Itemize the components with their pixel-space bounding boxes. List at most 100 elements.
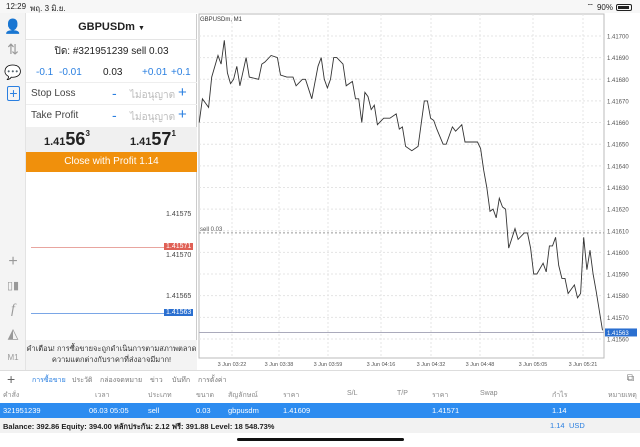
tab-mailbox[interactable]: กล่องจดหมาย xyxy=(100,377,143,384)
objects-icon[interactable]: ◭ xyxy=(7,325,19,341)
add-icon[interactable]: + xyxy=(7,371,16,387)
status-time: 12:29 xyxy=(6,2,27,11)
y-tick-label: 1.41560 xyxy=(607,337,629,343)
stop-loss-input[interactable]: ไม่อนุญาต xyxy=(130,90,176,101)
stop-loss-label: Stop Loss xyxy=(31,88,76,99)
x-tick-label: 3 Jun 03:38 xyxy=(265,362,294,368)
price-line xyxy=(198,40,603,331)
mini-tick: 1.41575 xyxy=(166,211,192,218)
layout-toggle-icon[interactable]: ⧉ xyxy=(626,373,634,384)
battery-level: 90% xyxy=(596,2,613,12)
y-tick-label: 1.41680 xyxy=(607,78,629,84)
tab-settings[interactable]: การตั้งค่า xyxy=(198,377,227,384)
current-price-label: 1.41563 xyxy=(607,331,629,337)
y-tick-label: 1.41630 xyxy=(607,186,629,192)
column-header[interactable]: สัญลักษณ์ xyxy=(228,392,258,399)
column-header[interactable]: คำสั่ง xyxy=(3,392,20,399)
take-profit-minus[interactable]: - xyxy=(112,107,117,123)
column-header[interactable]: เวลา xyxy=(95,392,110,399)
y-tick-label: 1.41650 xyxy=(607,143,629,149)
y-tick-label: 1.41670 xyxy=(607,99,629,105)
ask-line xyxy=(31,247,165,248)
x-tick-label: 3 Jun 04:48 xyxy=(466,362,495,368)
table-cell: 06.03 05:05 xyxy=(89,406,129,415)
new-order-icon[interactable]: + xyxy=(7,86,20,101)
battery-icon xyxy=(616,3,632,11)
sidebar: 👤 ⇅ 💬 + + ▯▮ f ◭ M1 xyxy=(0,13,26,370)
x-tick-label: 3 Jun 05:05 xyxy=(519,362,548,368)
table-cell: gbpusdm xyxy=(228,406,259,415)
balance-bar: Balance: 392.86 Equity: 394.00 หลักประกั… xyxy=(0,418,640,433)
y-tick-label: 1.41570 xyxy=(607,316,629,322)
table-cell: 0.03 xyxy=(196,406,211,415)
stop-loss-plus[interactable]: + xyxy=(178,84,187,101)
terminal-tabs: + การซื้อขาย ประวัติ กล่องจดหมาย ข่าว บั… xyxy=(0,370,640,387)
table-cell: 321951239 xyxy=(3,406,41,415)
plot-area xyxy=(198,13,605,359)
column-header[interactable]: Swap xyxy=(480,390,498,397)
column-header[interactable]: หมายเหตุ xyxy=(608,392,637,399)
account-icon[interactable]: 👤 xyxy=(4,18,22,34)
column-header[interactable]: ราคา xyxy=(432,392,449,399)
y-tick-label: 1.41620 xyxy=(607,208,629,214)
order-line-label: sell 0.03 xyxy=(200,227,223,233)
take-profit-row: Take Profit - ไม่อนุญาต + xyxy=(26,104,197,126)
column-header[interactable]: S/L xyxy=(347,390,358,397)
tab-journal[interactable]: บันทึก xyxy=(172,377,191,384)
price-chart[interactable]: 1.41700 1.41690 1.41680 1.41670 1.41660 1.416… xyxy=(197,12,640,372)
lot-minus-0.1[interactable]: -0.1 xyxy=(36,67,54,78)
tab-news[interactable]: ข่าว xyxy=(150,377,163,384)
y-tick-label: 1.41590 xyxy=(607,273,629,279)
column-header[interactable]: ราคา xyxy=(283,392,300,399)
y-tick-label: 1.41580 xyxy=(607,294,629,300)
symbol-selector[interactable]: GBPUSDm ▼ xyxy=(26,14,197,40)
battery-status: ⌔ 90% xyxy=(586,2,632,12)
status-date: พฤ. 3 มิ.ย. xyxy=(30,4,66,13)
indicators-icon[interactable]: ▯▮ xyxy=(6,280,20,292)
take-profit-input[interactable]: ไม่อนุญาต xyxy=(130,112,176,123)
column-header[interactable]: ประเภท xyxy=(148,392,172,399)
y-tick-label: 1.41640 xyxy=(607,164,629,170)
table-cell: 1.41609 xyxy=(283,406,311,415)
column-header[interactable]: กำไร xyxy=(552,392,568,399)
bid-line-label: 1.41563 xyxy=(164,309,194,316)
ask-line-label: 1.41571 xyxy=(164,243,194,250)
table-header: คำสั่ง เวลา ประเภท ขนาด สัญลักษณ์ ราคา S/L T/P ร… xyxy=(0,386,640,402)
x-tick-label: 3 Jun 04:16 xyxy=(367,362,396,368)
y-tick-label: 1.41610 xyxy=(607,229,629,235)
y-tick-label: 1.41690 xyxy=(607,56,629,62)
tab-history[interactable]: ประวัติ xyxy=(72,377,93,384)
lot-minus-0.01[interactable]: -0.01 xyxy=(59,67,82,78)
take-profit-plus[interactable]: + xyxy=(178,106,187,123)
x-tick-label: 3 Jun 03:59 xyxy=(314,362,343,368)
chat-icon[interactable]: 💬 xyxy=(4,64,22,80)
crosshair-icon[interactable]: + xyxy=(8,253,18,270)
table-cell: 1.41571 xyxy=(432,406,460,415)
wifi-icon: ⌔ xyxy=(586,2,594,11)
function-icon[interactable]: f xyxy=(11,302,15,317)
tab-trade[interactable]: การซื้อขาย xyxy=(32,377,66,384)
total-profit: 1.14 xyxy=(550,421,565,430)
column-header[interactable]: ขนาด xyxy=(196,392,215,399)
y-tick-label: 1.41600 xyxy=(607,251,629,257)
chart-title: GBPUSDm, M1 xyxy=(200,17,243,23)
timeframe-button[interactable]: M1 xyxy=(7,353,19,362)
symbol-name: GBPUSDm xyxy=(78,21,135,33)
lot-value[interactable]: 0.03 xyxy=(103,67,123,78)
stop-loss-minus[interactable]: - xyxy=(112,85,117,101)
lot-plus-0.1[interactable]: +0.1 xyxy=(171,67,191,78)
warning-message: คำเตือน! การซื้อขายจะถูกดำเนินการตามสภาพ… xyxy=(26,340,197,370)
mini-tick: 1.41565 xyxy=(166,293,192,300)
close-with-profit-button[interactable]: Close with Profit 1.14 xyxy=(26,152,197,172)
status-bar: 12:29 พฤ. 3 มิ.ย. ⌔ 90% xyxy=(0,0,640,13)
table-row[interactable]: 321951239 06.03 05:05 sell 0.03 gbpusdm 1.416… xyxy=(0,403,640,418)
mini-tick: 1.41570 xyxy=(166,252,192,259)
trade-icon[interactable]: ⇅ xyxy=(7,41,19,57)
bid-price: 1.41563 xyxy=(44,129,90,149)
order-line: ปิด: #321951239 sell 0.03 xyxy=(54,46,169,57)
x-tick-label: 3 Jun 05:21 xyxy=(569,362,598,368)
current-price-badge xyxy=(605,328,637,337)
lot-plus-0.01[interactable]: +0.01 xyxy=(142,67,168,78)
ask-price: 1.41571 xyxy=(130,129,176,149)
column-header[interactable]: T/P xyxy=(397,390,408,397)
